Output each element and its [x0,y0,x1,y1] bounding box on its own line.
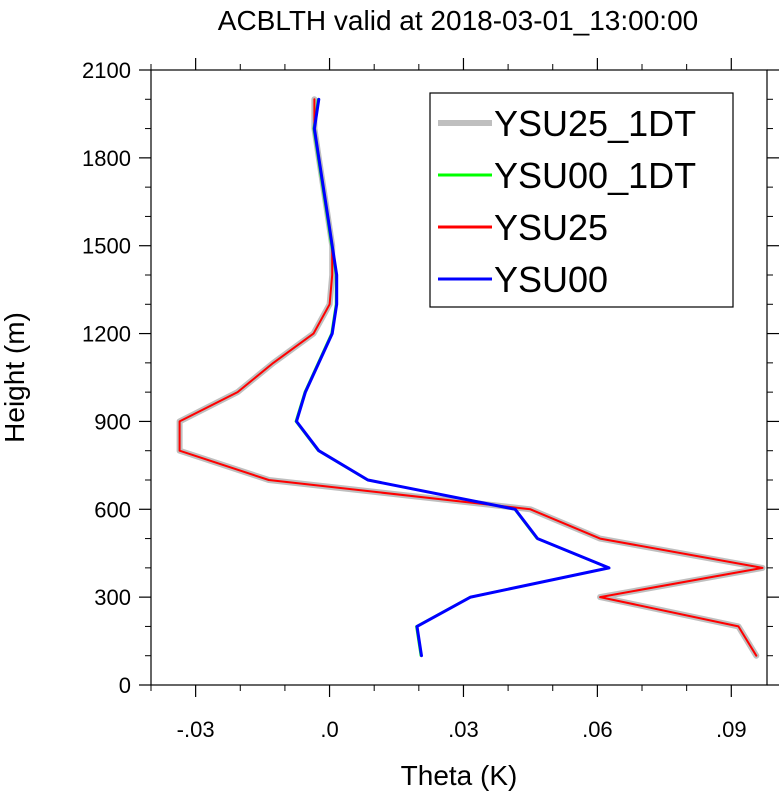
y-tick-label: 1200 [82,322,131,347]
legend-label-ysu00-1dt: YSU00_1DT [494,155,696,196]
x-axis-title: Theta (K) [401,760,518,791]
x-tick-label: .09 [716,717,747,742]
chart-title: ACBLTH valid at 2018-03-01_13:00:00 [218,5,698,36]
y-tick-label: 0 [119,673,131,698]
axes-layer: 0 300 600 900 1200 1500 1800 2100 -.03 .0 .03 .06 .0… [82,58,779,742]
legend-label-ysu25-1dt: YSU25_1DT [494,103,696,144]
series-line-ysu00 [295,97,611,658]
y-tick-label: 1800 [82,146,131,171]
series-layer [176,96,766,659]
x-tick-label: .0 [320,717,338,742]
y-axis-title: Height (m) [0,312,30,443]
y-tick-label: 1500 [82,234,131,259]
y-tick-label: 2100 [82,58,131,83]
x-tick-label: .03 [448,717,479,742]
y-tick-label: 300 [94,585,131,610]
y-tick-label: 900 [94,409,131,434]
plot-frame [150,69,768,686]
y-tick-label: 600 [94,497,131,522]
legend-label-ysu00: YSU00 [494,259,608,300]
legend-label-ysu25: YSU25 [494,207,608,248]
x-tick-label: -.03 [177,717,215,742]
legend-box [429,92,734,308]
legend: YSU25_1DT YSU00_1DT YSU25 YSU00 [429,92,734,308]
x-tick-label: .06 [582,717,613,742]
